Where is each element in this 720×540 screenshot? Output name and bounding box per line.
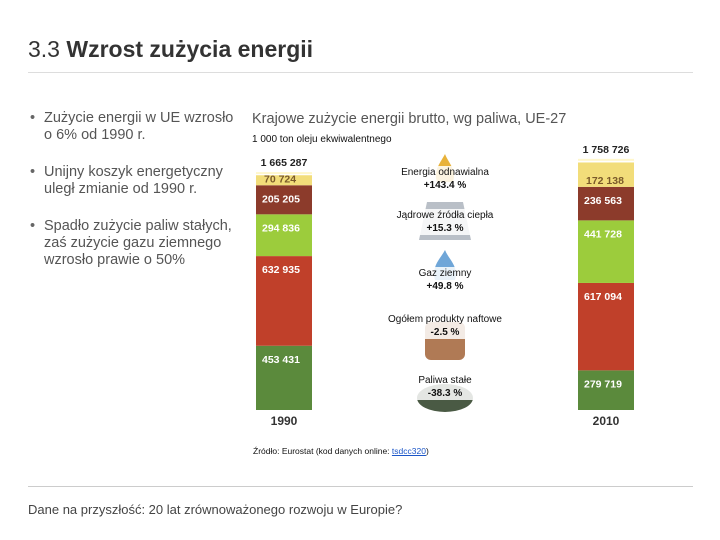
change-label-name: Energia odnawialna bbox=[401, 167, 489, 178]
bar-segment-solid-1990 bbox=[256, 345, 312, 410]
label-backing bbox=[413, 267, 477, 293]
total-band bbox=[256, 172, 312, 175]
data-label: 453 431 bbox=[262, 354, 300, 366]
year-label: 2010 bbox=[593, 414, 620, 428]
total-label: 1 758 726 bbox=[583, 144, 630, 156]
bar-segment-oil-1990 bbox=[256, 256, 312, 346]
energy-chart: 453 431 632 935 294 836 205 205 70 724 1 665 … bbox=[256, 144, 634, 428]
data-label: 172 138 bbox=[586, 175, 624, 187]
change-label-value: -2.5 % bbox=[431, 327, 460, 338]
change-label-name: Jądrowe źródła ciepła bbox=[397, 210, 494, 221]
label-backing bbox=[407, 374, 483, 400]
change-label-value: +15.3 % bbox=[427, 223, 464, 234]
chart-title: Krajowe zużycie energii brutto, wg paliw… bbox=[252, 111, 567, 127]
data-label: 441 728 bbox=[584, 228, 622, 240]
change-label-name: Paliwa stałe bbox=[418, 375, 472, 386]
footer-text: Dane na przyszłość: 20 lat zrównoważoneg… bbox=[28, 502, 403, 517]
bar-segment-renewable-1990 bbox=[256, 175, 312, 186]
data-label: 236 563 bbox=[584, 195, 622, 207]
bar-segment-nuclear-1990 bbox=[256, 185, 312, 215]
total-label: 1 665 287 bbox=[261, 157, 308, 169]
year-label: 1990 bbox=[271, 414, 298, 428]
data-label: 279 719 bbox=[584, 378, 622, 390]
label-backing bbox=[391, 166, 499, 192]
source-note: Źródło: Eurostat (kod danych online: tsd… bbox=[253, 446, 429, 456]
bar-segment-gas-2010 bbox=[578, 220, 634, 283]
data-label: 617 094 bbox=[584, 291, 622, 303]
source-link[interactable]: tsdcc320 bbox=[391, 446, 426, 456]
data-label: 294 836 bbox=[262, 222, 300, 234]
change-label-name: Ogółem produkty naftowe bbox=[388, 314, 502, 325]
page-title: 3.3 Wzrost zużycia energii bbox=[28, 36, 314, 62]
bar-segment-gas-1990 bbox=[256, 214, 312, 257]
bullet-item: Unijny koszyk energetyczny uległ zmianie… bbox=[30, 164, 240, 198]
bar-segment-nuclear-2010 bbox=[578, 186, 634, 221]
label-backing bbox=[383, 209, 507, 235]
bullet-list: Zużycie energii w UE wzrosło o 6% od 199… bbox=[30, 110, 240, 289]
data-label: 205 205 bbox=[262, 193, 300, 205]
change-label-name: Gaz ziemny bbox=[419, 268, 472, 279]
title-divider bbox=[28, 72, 693, 73]
change-label-value: -38.3 % bbox=[428, 388, 463, 399]
bar-segment-renewable-2010 bbox=[578, 162, 634, 187]
bullet-item: Spadło zużycie paliw stałych, zaś zużyci… bbox=[30, 218, 240, 269]
change-label-value: +143.4 % bbox=[424, 180, 467, 191]
data-label: 632 935 bbox=[262, 264, 300, 276]
bullet-item: Zużycie energii w UE wzrosło o 6% od 199… bbox=[30, 110, 240, 144]
footer-divider bbox=[28, 486, 693, 487]
total-band bbox=[578, 158, 634, 161]
data-label: 70 724 bbox=[264, 173, 296, 185]
change-label-value: +49.8 % bbox=[427, 281, 464, 292]
bar-segment-solid-2010 bbox=[578, 370, 634, 410]
chart-unit: 1 000 ton oleju ekwiwalentnego bbox=[252, 134, 392, 145]
label-backing bbox=[377, 313, 513, 339]
bar-segment-oil-2010 bbox=[578, 282, 634, 371]
